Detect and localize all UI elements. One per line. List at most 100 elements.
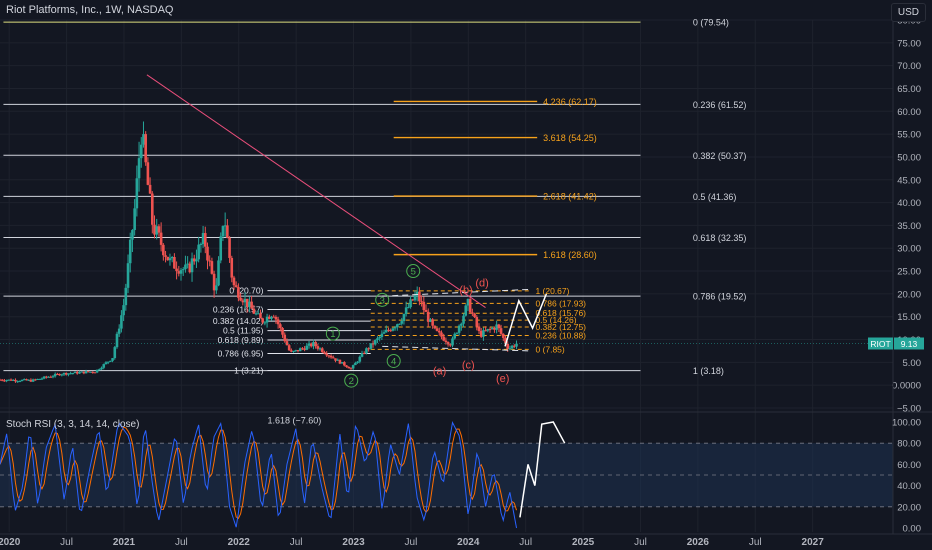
candle-body xyxy=(67,373,70,375)
candle-body xyxy=(349,368,353,370)
candle-body xyxy=(203,233,207,247)
candle-body xyxy=(42,376,46,379)
candle-body xyxy=(484,330,487,332)
candle-body xyxy=(426,311,430,322)
candle-body xyxy=(190,258,194,273)
fib-small-left-label: 0.5 (11.95) xyxy=(223,326,264,336)
candle-body xyxy=(53,373,57,377)
fib-main-label: 0 (79.54) xyxy=(693,18,729,28)
candle-body xyxy=(162,244,165,256)
candle-body xyxy=(433,325,437,329)
fib-small-right-label: 1 (20.67) xyxy=(535,286,569,296)
last-price-symbol-box xyxy=(868,337,893,350)
wave-circle xyxy=(375,292,390,307)
candle-body xyxy=(499,328,503,334)
candle-body xyxy=(177,271,181,274)
price-tick-label: 35.00 xyxy=(897,221,921,232)
candle-body xyxy=(281,327,284,335)
fib-main-label: 1 (3.18) xyxy=(693,366,724,376)
candle-body xyxy=(285,341,289,346)
wave-label: 2 xyxy=(349,376,354,387)
candle-body xyxy=(296,349,300,352)
time-tick-label: 2022 xyxy=(228,537,251,548)
candle-body xyxy=(396,324,399,328)
candle-body xyxy=(239,297,242,301)
time-tick-label: Jul xyxy=(405,537,418,548)
candle-body xyxy=(131,230,134,240)
candle-body xyxy=(356,361,359,363)
candle-body xyxy=(241,300,245,303)
candle-body xyxy=(448,344,452,346)
candle-body xyxy=(256,313,260,315)
candle-body xyxy=(226,225,229,238)
stoch-rsi-tick-label: 60.00 xyxy=(897,460,921,471)
candle-body xyxy=(0,379,4,381)
candle-body xyxy=(488,328,492,330)
candle-body xyxy=(490,327,494,329)
currency-button[interactable]: USD xyxy=(890,3,926,22)
fib-small-left-label: 1 (3.21) xyxy=(234,366,263,376)
candle-body xyxy=(391,328,395,331)
candle-body xyxy=(404,307,408,315)
trendline-layer xyxy=(146,74,532,352)
candle-body xyxy=(389,330,392,332)
candle-body xyxy=(78,372,81,374)
candles xyxy=(0,121,518,383)
candle-body xyxy=(415,291,419,296)
candle-body xyxy=(49,376,53,378)
candle-body xyxy=(451,338,454,346)
stoch-rsi-tick-label: 40.00 xyxy=(897,481,921,492)
candle-body xyxy=(272,316,276,318)
projection-layer xyxy=(504,293,548,347)
candle-body xyxy=(148,184,152,194)
fib-small-right-label: 0.236 (10.88) xyxy=(535,331,586,341)
candle-body xyxy=(387,329,390,331)
candle-body xyxy=(497,324,501,329)
candle-body xyxy=(515,343,518,347)
candle-body xyxy=(270,316,273,319)
stoch-rsi-tick-label: 20.00 xyxy=(897,502,921,513)
candle-body xyxy=(398,323,401,325)
candle-body xyxy=(38,378,42,380)
wave-label: 4 xyxy=(391,356,396,367)
candle-body xyxy=(362,353,366,355)
candle-body xyxy=(58,373,61,376)
candle-body xyxy=(327,355,331,357)
candle-body xyxy=(252,308,256,314)
candle-body xyxy=(95,369,99,373)
price-tick-label: 5.00 xyxy=(903,358,922,369)
candle-body xyxy=(283,334,287,342)
candle-body xyxy=(365,348,368,354)
candle-body xyxy=(424,310,428,312)
price-tick-label: 20.00 xyxy=(897,289,921,300)
candle-body xyxy=(292,351,295,353)
price-tick-label: 45.00 xyxy=(897,175,921,186)
price-tick-label: 70.00 xyxy=(897,61,921,72)
candle-body xyxy=(279,324,282,328)
candle-body xyxy=(181,269,185,271)
candle-body xyxy=(192,258,196,262)
candle-body xyxy=(420,301,423,303)
candle-body xyxy=(62,372,66,375)
candle-body xyxy=(237,287,240,298)
candle-body xyxy=(303,348,306,350)
price-tick-label: 25.00 xyxy=(897,267,921,278)
time-tick-label: 2021 xyxy=(113,537,136,548)
candle-body xyxy=(126,263,130,288)
candle-body xyxy=(254,313,258,315)
candle-body xyxy=(157,226,161,233)
stoch-rsi-lines xyxy=(0,420,566,529)
time-tick-label: 2025 xyxy=(572,537,595,548)
candle-body xyxy=(199,243,203,245)
candle-body xyxy=(9,379,13,381)
candle-body xyxy=(413,295,417,301)
candle-body xyxy=(393,327,397,329)
candle-body xyxy=(3,380,6,382)
candle-body xyxy=(170,256,174,259)
candle-body xyxy=(82,371,86,374)
candle-body xyxy=(124,287,128,306)
candle-body xyxy=(263,322,267,324)
candle-body xyxy=(336,359,340,361)
candle-body xyxy=(329,355,333,358)
